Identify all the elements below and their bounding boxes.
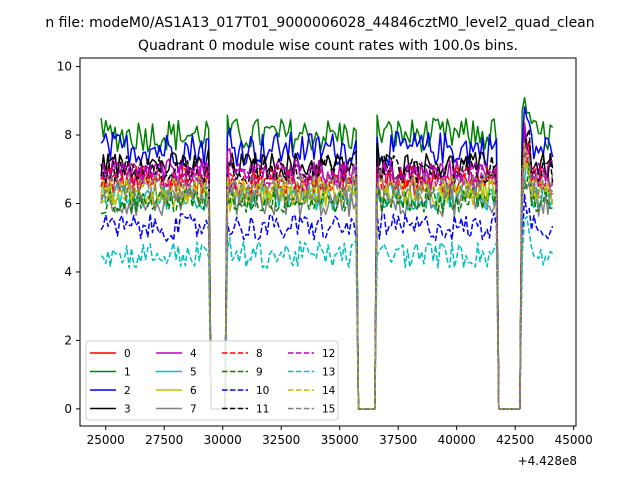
y-tick-label: 10 [57,60,72,74]
series-layer [100,96,554,410]
legend-label-12: 12 [322,348,335,360]
series-line-1 [100,96,554,410]
series-line-15 [100,151,554,410]
chart-title: Quadrant 0 module wise count rates with … [138,38,518,54]
series-line-9 [100,160,553,410]
series-line-13 [100,215,554,410]
x-tick-label: 37500 [379,433,417,447]
series-line-11 [100,128,554,410]
legend-box [85,340,339,421]
legend-label-9: 9 [256,367,263,379]
x-offset-label: +4.428e8 [518,454,577,468]
y-tick-label: 6 [64,196,72,210]
plot-frame [79,57,577,427]
x-tick-label: 25000 [87,433,125,447]
legend-label-3: 3 [124,404,131,416]
x-tick-label: 35000 [321,433,359,447]
y-tick-label: 2 [64,333,72,347]
legend-label-6: 6 [190,385,197,397]
y-tick-label: 8 [64,128,72,142]
x-tick-label: 40000 [438,433,476,447]
legend-label-15: 15 [322,404,335,416]
x-tick-label: 45000 [555,433,593,447]
series-line-14 [100,142,554,410]
x-tick-label: 30000 [204,433,242,447]
legend-label-13: 13 [322,367,335,379]
legend-label-1: 1 [124,367,131,379]
series-line-10 [100,193,554,410]
x-tick-label: 32500 [262,433,300,447]
axes-layer: 25000 27500 30000 32500 35000 37500 40000 42500… [57,57,593,447]
figure-suptitle: n file: modeM0/AS1A13_017T01_9000006028_… [45,15,594,31]
legend-label-10: 10 [256,385,269,397]
legend-label-5: 5 [190,367,197,379]
x-tick-label: 27500 [145,433,183,447]
legend-label-7: 7 [190,404,197,416]
legend-label-0: 0 [124,348,131,360]
legend-label-11: 11 [256,404,269,416]
y-tick-label: 4 [64,265,72,279]
legend-label-2: 2 [124,385,131,397]
legend-label-8: 8 [256,348,263,360]
y-tick-label: 0 [64,402,72,416]
legend-label-14: 14 [322,385,336,397]
legend-label-4: 4 [190,348,197,360]
x-tick-label: 42500 [496,433,534,447]
